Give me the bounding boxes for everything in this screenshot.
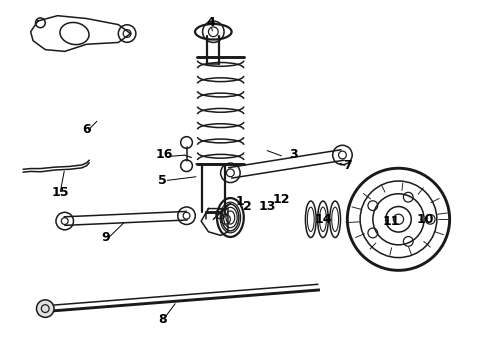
Polygon shape xyxy=(229,150,344,178)
Text: 10: 10 xyxy=(416,213,434,226)
Text: 3: 3 xyxy=(290,148,298,162)
Text: 1: 1 xyxy=(236,195,245,208)
Text: 8: 8 xyxy=(158,313,167,326)
Text: 13: 13 xyxy=(258,200,275,213)
Text: 2: 2 xyxy=(243,200,252,213)
Text: 16: 16 xyxy=(156,148,173,162)
Text: 15: 15 xyxy=(51,186,69,199)
Text: 6: 6 xyxy=(82,123,91,136)
Text: 9: 9 xyxy=(102,231,110,244)
Text: 7: 7 xyxy=(343,159,352,172)
Text: 5: 5 xyxy=(158,174,167,186)
Text: 11: 11 xyxy=(382,215,400,228)
Text: 14: 14 xyxy=(314,213,332,226)
Polygon shape xyxy=(64,211,187,225)
Text: 4: 4 xyxy=(206,16,215,29)
Text: 12: 12 xyxy=(273,193,290,206)
Circle shape xyxy=(36,300,54,318)
